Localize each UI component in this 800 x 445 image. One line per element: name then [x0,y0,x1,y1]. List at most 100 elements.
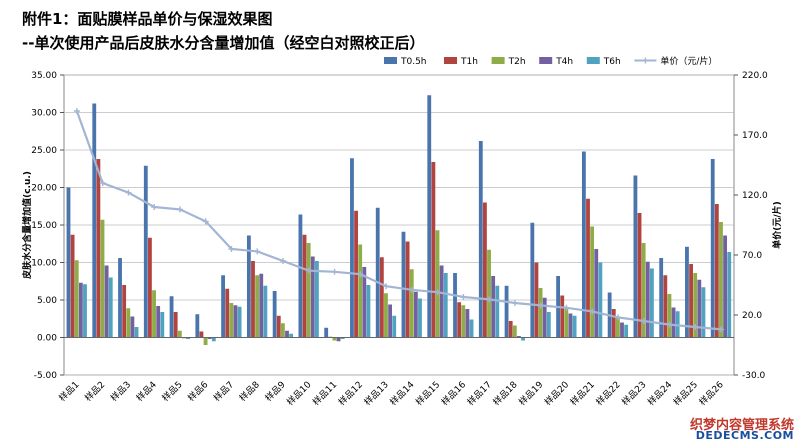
price-marker [563,304,570,311]
price-marker [537,302,544,309]
x-tick-label: 样品6 [185,378,210,403]
price-marker [434,289,441,296]
bar [649,268,654,338]
bar [615,318,620,338]
bar [130,316,135,338]
bar [645,261,650,338]
bar [546,312,551,338]
bar [285,330,289,338]
price-marker [589,308,596,315]
bar [685,246,689,338]
price-marker [460,294,467,300]
x-tick-label: 样品8 [237,378,262,403]
bar [78,282,83,338]
bar [332,337,337,341]
legend-swatch [539,57,553,64]
bar [186,337,190,339]
price-marker [331,268,338,275]
bar [148,237,152,338]
bar [409,269,414,338]
bar [362,267,367,338]
x-tick-label: 样品5 [159,379,184,404]
bar [727,252,732,338]
legend-swatch [491,57,505,64]
bar [358,244,363,338]
bar [538,288,543,338]
x-tick-label: 样品17 [465,379,494,408]
bar [461,305,466,338]
bar [530,222,535,338]
y2-tick-label: 220.0 [742,71,768,81]
bar [534,262,539,338]
x-tick-label: 样品9 [262,378,287,403]
bar [581,151,586,338]
bar [457,302,462,338]
x-tick-label: 样品11 [310,379,339,408]
bar [392,315,397,338]
bar [478,141,483,338]
bar [276,315,281,338]
x-tick-label: 样品16 [439,378,469,408]
bar [689,264,693,338]
bar [663,275,668,338]
bar [280,323,285,338]
bar [289,333,294,338]
y2-tick-label: 70.0 [742,251,762,261]
price-marker [254,248,261,255]
x-tick-label: 样品2 [82,379,107,404]
bar [710,159,715,338]
price-marker [202,218,209,225]
y-tick-label: 15.00 [31,221,57,231]
bar [697,279,702,338]
price-marker [125,189,132,196]
bar [384,293,388,338]
bar [465,309,470,338]
bar [620,322,624,338]
bar [512,325,517,338]
price-marker [486,296,493,303]
y2-tick-label: 170.0 [742,131,768,141]
bar [671,307,676,338]
y-tick-label: 5.00 [37,296,57,306]
bar [427,95,432,338]
x-tick-label: 样品13 [362,379,391,408]
bar [491,276,496,338]
bar [203,337,208,345]
bar [611,309,616,338]
bar [314,261,319,338]
price-marker [511,300,518,306]
bar [122,285,127,338]
bar [641,243,646,338]
bar [83,284,87,338]
bar [199,331,204,338]
price-marker [718,326,725,333]
bar [251,261,255,338]
price-marker [151,204,158,210]
bar [272,291,277,338]
bar [263,285,268,338]
y-tick-label: 20.00 [31,184,57,194]
bar [431,162,436,338]
bar [590,226,595,338]
y-tick-label: 10.00 [31,259,57,269]
bar [173,312,178,338]
y-tick-label: -5.00 [34,371,58,381]
y-tick-label: 35.00 [31,71,57,81]
bar [388,304,392,338]
legend-label: 单价（元/片） [660,55,717,67]
legend-swatch [586,57,600,64]
bar [568,313,573,338]
watermark-text: 织梦内容管理系统 [689,418,794,433]
bar [719,222,723,338]
price-marker [176,206,183,213]
x-tick-label: 样品26 [697,378,727,408]
x-tick-label: 样品21 [568,379,597,408]
price-marker [357,271,364,278]
bar [134,327,139,338]
y2-tick-label: 120.0 [742,191,768,201]
y2-tick-label: 20.0 [742,311,762,321]
watermark-url: DEDECMS.COM [695,429,794,442]
bar [233,305,238,338]
x-tick-label: 样品7 [211,379,236,404]
price-line [75,110,722,331]
